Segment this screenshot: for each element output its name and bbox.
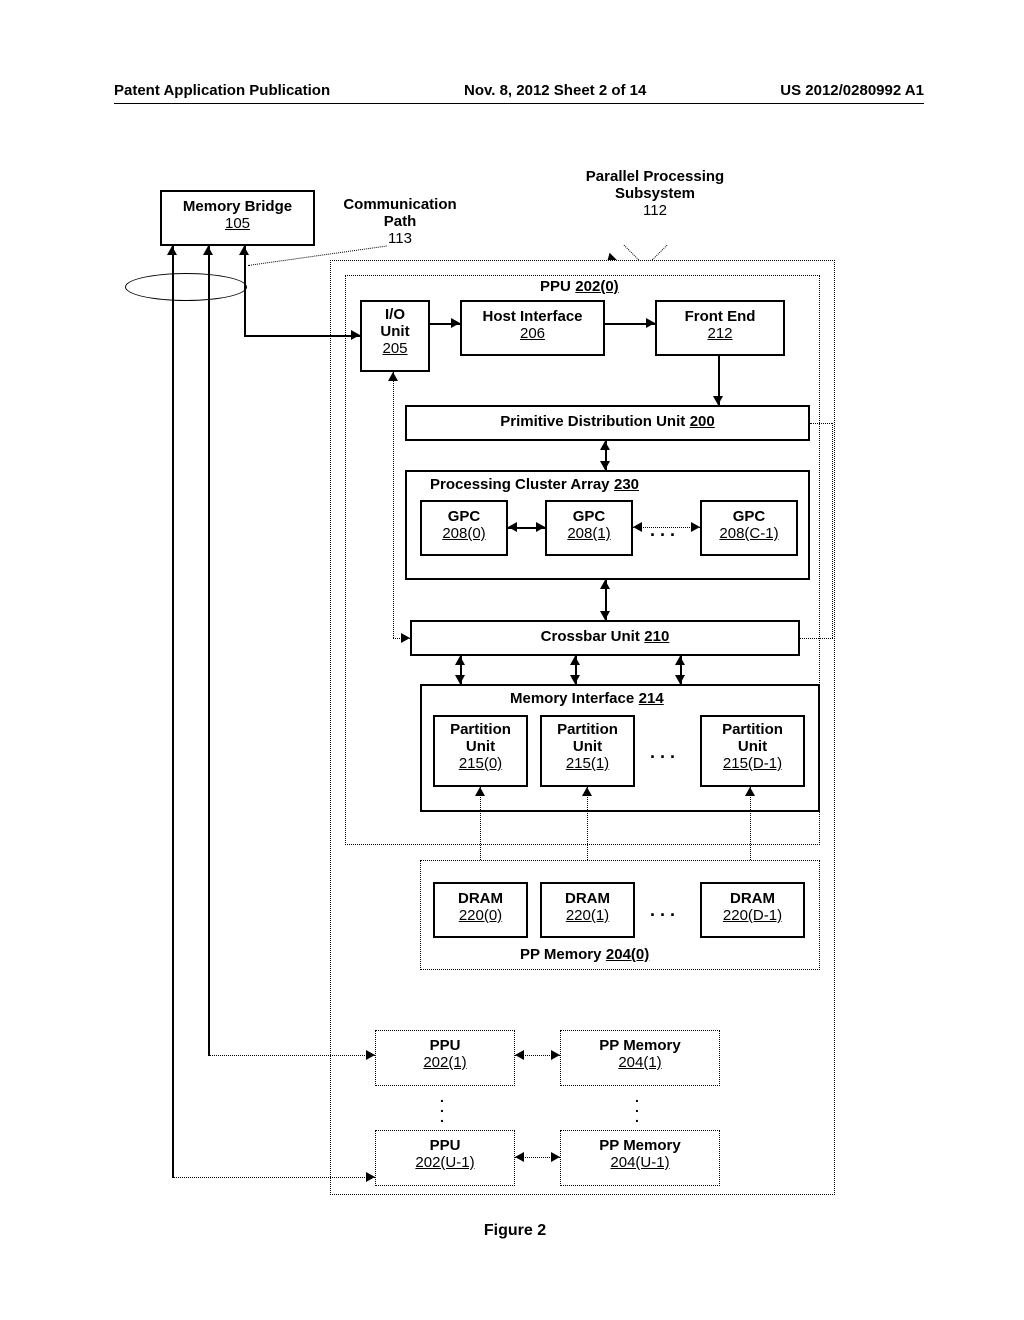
- ppmem-vdots: ...: [635, 1092, 639, 1122]
- ppmem0-label: PP Memory 204(0): [520, 946, 649, 964]
- dram1-box: DRAM 220(1): [540, 882, 635, 938]
- p1m-r: [551, 1050, 560, 1060]
- xmi1d: [455, 675, 465, 684]
- pUm-r: [551, 1152, 560, 1162]
- xmi1u: [455, 656, 465, 665]
- gpc0-box: GPC 208(0): [420, 500, 508, 556]
- io-to-host-arrow: [451, 318, 460, 328]
- bus-line-2: [208, 246, 210, 1056]
- io-unit-box: I/O Unit 205: [360, 300, 430, 372]
- io-to-xbar-vert: [393, 372, 396, 638]
- ppuU-box: PPU 202(U-1): [375, 1130, 515, 1186]
- pdu-pca-down: [600, 461, 610, 470]
- header-right: US 2012/0280992 A1: [780, 82, 924, 99]
- pca-header: Processing Cluster Array 230: [430, 476, 639, 494]
- pdu-right-vert: [832, 423, 835, 638]
- gpc01-l: [508, 522, 517, 532]
- gpc-dots: . . .: [650, 520, 675, 541]
- pu1d-u: [582, 787, 592, 796]
- pu0-box: Partition Unit 215(0): [433, 715, 528, 787]
- bus-to-ppu1: [208, 1055, 375, 1056]
- xmi3d: [675, 675, 685, 684]
- bus-ellipse: [125, 273, 247, 301]
- xmi2u: [570, 656, 580, 665]
- header-center: Nov. 8, 2012 Sheet 2 of 14: [464, 82, 646, 99]
- bus-to-ppuU: [172, 1177, 375, 1178]
- ppmemU-box: PP Memory 204(U-1): [560, 1130, 720, 1186]
- crossbar-box: Crossbar Unit 210: [410, 620, 800, 656]
- bus-to-io-arrow: [351, 330, 360, 340]
- gpc1c-r: [691, 522, 700, 532]
- gpc1-c: [633, 527, 700, 528]
- mem-if-header: Memory Interface 214: [510, 690, 664, 708]
- front-end-box: Front End 212: [655, 300, 785, 356]
- puD-box: Partition Unit 215(D-1): [700, 715, 805, 787]
- ppmem1-box: PP Memory 204(1): [560, 1030, 720, 1086]
- bus2-up: [203, 246, 213, 255]
- comm-path-label: Communication Path 113: [325, 196, 475, 247]
- dramD-box: DRAM 220(D-1): [700, 882, 805, 938]
- pu0d-u: [475, 787, 485, 796]
- memory-bridge-label: Memory Bridge: [162, 198, 313, 215]
- host-to-fe-arrow: [646, 318, 655, 328]
- pdu-right-dotted: [810, 423, 832, 424]
- bus-ppuU-r: [366, 1172, 375, 1182]
- gpc1c-l: [633, 522, 642, 532]
- header-bar: Patent Application Publication Nov. 8, 2…: [114, 82, 924, 104]
- diagram-area: Memory Bridge 105 Communication Path 113…: [100, 160, 930, 1240]
- pUm-l: [515, 1152, 524, 1162]
- pdu-box: Primitive Distribution Unit 200: [405, 405, 810, 441]
- gpc01-r: [536, 522, 545, 532]
- pca-xbar-down: [600, 611, 610, 620]
- ppu1-box: PPU 202(1): [375, 1030, 515, 1086]
- gpc1-box: GPC 208(1): [545, 500, 633, 556]
- xmi3u: [675, 656, 685, 665]
- bus1-up: [167, 246, 177, 255]
- ppu0-header: PPU 202(0): [540, 278, 619, 296]
- pu-dots: . . .: [650, 742, 675, 763]
- memory-bridge-box: Memory Bridge 105: [160, 190, 315, 246]
- xmi2d: [570, 675, 580, 684]
- puDd-u: [745, 787, 755, 796]
- gpcC-box: GPC 208(C-1): [700, 500, 798, 556]
- header-left: Patent Application Publication: [114, 82, 330, 99]
- figure-caption: Figure 2: [100, 1222, 930, 1240]
- pu1-box: Partition Unit 215(1): [540, 715, 635, 787]
- memory-bridge-num: 105: [162, 215, 313, 232]
- io-xbar-up: [388, 372, 398, 381]
- pdu-to-xbar-dotted: [800, 638, 833, 639]
- host-interface-box: Host Interface 206: [460, 300, 605, 356]
- fe-to-pdu-arrow: [713, 396, 723, 405]
- dram0-box: DRAM 220(0): [433, 882, 528, 938]
- bus-line-1: [172, 246, 174, 1178]
- bus-ppu1-r: [366, 1050, 375, 1060]
- p1m-l: [515, 1050, 524, 1060]
- page: Patent Application Publication Nov. 8, 2…: [0, 0, 1024, 1320]
- pca-xbar-up: [600, 580, 610, 589]
- pdu-pca-up: [600, 441, 610, 450]
- bus3-up: [239, 246, 249, 255]
- io-xbar-r: [401, 633, 410, 643]
- pps-label: Parallel Processing Subsystem 112: [550, 168, 760, 219]
- ppu-vdots: ...: [440, 1092, 444, 1122]
- bus-to-io: [244, 335, 360, 337]
- bus-line-3: [244, 246, 246, 336]
- dram-dots: . . .: [650, 900, 675, 921]
